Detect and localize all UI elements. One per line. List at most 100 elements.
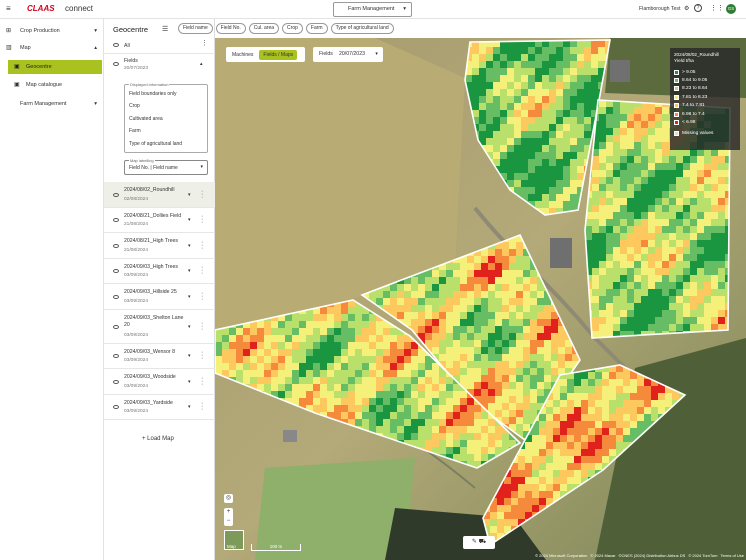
filter-chip[interactable]: Cul. area bbox=[248, 23, 280, 34]
more-menu[interactable]: · · · bbox=[201, 319, 204, 333]
menu-icon[interactable]: ≡ bbox=[6, 4, 11, 13]
help-icon[interactable]: ? bbox=[694, 4, 702, 12]
filter-chip[interactable]: Field No. bbox=[215, 23, 246, 34]
yield-cell bbox=[439, 263, 446, 270]
map-row[interactable]: 2024/09/03_Wensor 8 03/09/2024 ▾ · · · bbox=[104, 344, 215, 369]
more-menu[interactable]: · · · bbox=[201, 289, 204, 303]
yield-cell bbox=[493, 47, 500, 54]
nav-item[interactable]: Crop Production ⊞ ▾ bbox=[0, 24, 104, 38]
map-row[interactable]: 2024/09/03_Yardside 03/09/2024 ▾ · · · bbox=[104, 395, 215, 420]
map-row[interactable]: 2024/09/03_High Trees 03/09/2024 ▾ · · · bbox=[104, 259, 215, 284]
apps-icon[interactable]: ⋮⋮ bbox=[710, 5, 724, 12]
info-option[interactable]: Cultivated area bbox=[129, 115, 163, 122]
map-labelling-select[interactable]: Map labelling Field No. | Field name ▾ bbox=[124, 158, 208, 175]
info-option[interactable]: Farm bbox=[129, 128, 141, 135]
settings-icon[interactable]: ⚙ bbox=[684, 6, 690, 12]
more-menu[interactable]: · · · bbox=[201, 187, 204, 201]
view-tab[interactable]: Machines bbox=[232, 51, 254, 58]
load-map-button[interactable]: + Load Map bbox=[142, 436, 174, 442]
yield-cell bbox=[704, 212, 711, 219]
filter-chip[interactable]: Field name bbox=[178, 23, 213, 34]
yield-cell bbox=[697, 184, 704, 191]
eye-icon[interactable] bbox=[113, 243, 119, 248]
farm-select[interactable]: Farm Management ▾ bbox=[333, 2, 412, 17]
yield-cell bbox=[537, 312, 544, 319]
eye-icon[interactable] bbox=[113, 43, 119, 47]
map-row[interactable]: 2024/09/03_Shelton Lane 20 03/09/2024 ▾ · · · bbox=[104, 310, 215, 344]
eye-icon[interactable] bbox=[113, 294, 119, 299]
more-menu[interactable]: · · · bbox=[201, 238, 204, 252]
info-option[interactable]: Type of agricultural land bbox=[129, 140, 183, 147]
zoom-buttons[interactable]: + − bbox=[224, 508, 233, 526]
map-name: 2024/08/02_Roundhill bbox=[124, 187, 175, 193]
yield-cell bbox=[502, 298, 509, 305]
info-option[interactable]: Crop bbox=[129, 103, 140, 110]
more-menu[interactable]: · · · bbox=[201, 374, 204, 388]
filter-chip[interactable]: Crop bbox=[282, 23, 303, 34]
nav-item[interactable]: Geocentre ▣ bbox=[8, 60, 102, 74]
map-type-thumb[interactable]: Map bbox=[224, 530, 244, 550]
eye-icon[interactable] bbox=[113, 354, 119, 359]
nav-item[interactable]: Map ▥ ▴ bbox=[0, 41, 104, 55]
yield-cell bbox=[560, 428, 567, 435]
yield-cell bbox=[411, 405, 418, 412]
avatar[interactable]: GS bbox=[726, 4, 736, 14]
locate-button[interactable]: ◎ bbox=[224, 494, 233, 503]
yield-cell bbox=[648, 177, 655, 184]
map-row[interactable]: 2024/09/03_Hillside 25 03/09/2024 ▾ · · · bbox=[104, 284, 215, 310]
yield-cell bbox=[704, 289, 711, 296]
yield-cell bbox=[711, 268, 718, 275]
yield-cell bbox=[683, 205, 690, 212]
all-row[interactable]: All ⋮ bbox=[104, 38, 215, 54]
view-tab[interactable]: Fields / Maps bbox=[259, 49, 298, 60]
more-menu[interactable]: · · · bbox=[201, 400, 204, 414]
yield-cell bbox=[648, 198, 655, 205]
yield-cell bbox=[602, 386, 609, 393]
yield-cell bbox=[669, 296, 676, 303]
map[interactable]: Machines Fields / Maps Fields 20/07/2023 … bbox=[215, 38, 746, 560]
more-menu[interactable]: · · · bbox=[201, 349, 204, 363]
filter-icon[interactable]: ☰ bbox=[162, 26, 169, 33]
yield-cell bbox=[697, 275, 704, 282]
yield-cell bbox=[711, 254, 718, 261]
yield-cell bbox=[599, 107, 606, 114]
yield-cell bbox=[641, 226, 648, 233]
yield-cell bbox=[285, 363, 292, 370]
eye-icon[interactable] bbox=[113, 405, 119, 410]
yield-cell bbox=[556, 68, 563, 75]
yield-cell bbox=[581, 449, 588, 456]
yield-cell bbox=[518, 470, 525, 477]
yield-cell bbox=[567, 428, 574, 435]
yield-cell bbox=[411, 349, 418, 356]
eye-icon[interactable] bbox=[113, 62, 119, 66]
yield-cell bbox=[390, 328, 397, 335]
eye-icon[interactable] bbox=[113, 379, 119, 384]
yield-cell bbox=[481, 291, 488, 298]
filter-chip[interactable]: Farm bbox=[305, 23, 328, 34]
map-row[interactable]: 2024/08/02_Roundhill 02/08/2024 ▾ · · · bbox=[104, 182, 215, 208]
yield-cell bbox=[523, 277, 530, 284]
draw-tools[interactable]: ✎ ⛟ bbox=[463, 536, 495, 549]
map-row[interactable]: 2024/08/21_High Trees 21/08/2024 ▾ · · · bbox=[104, 233, 215, 259]
yield-cell bbox=[655, 268, 662, 275]
nav-item[interactable]: Map catalogue ▣ bbox=[8, 78, 112, 92]
yield-cell bbox=[718, 163, 725, 170]
field-boundary bbox=[215, 299, 522, 469]
more-menu[interactable]: · · · bbox=[201, 213, 204, 227]
yield-cell bbox=[518, 484, 525, 491]
info-option[interactable]: Field boundaries only bbox=[129, 91, 177, 97]
map-row[interactable]: 2024/08/21_Dollies Field 21/08/2024 ▾ · · · bbox=[104, 208, 215, 233]
yield-cell bbox=[577, 166, 584, 173]
eye-icon[interactable] bbox=[113, 324, 119, 329]
fields-date-select[interactable]: Fields 20/07/2023 ▾ bbox=[313, 47, 383, 62]
nav-item[interactable]: Farm Management ▾ bbox=[0, 97, 104, 111]
eye-icon[interactable] bbox=[113, 218, 119, 223]
eye-icon[interactable] bbox=[113, 192, 119, 197]
eye-icon[interactable] bbox=[113, 269, 119, 274]
yield-cell bbox=[609, 400, 616, 407]
filter-chip[interactable]: Type of agricultural land bbox=[330, 23, 394, 34]
yield-cell bbox=[662, 303, 669, 310]
more-menu[interactable]: · · · bbox=[201, 264, 204, 278]
map-row[interactable]: 2024/09/03_Woodside 03/09/2024 ▾ · · · bbox=[104, 369, 215, 395]
farm-name[interactable]: Flamborough Test bbox=[639, 6, 681, 12]
